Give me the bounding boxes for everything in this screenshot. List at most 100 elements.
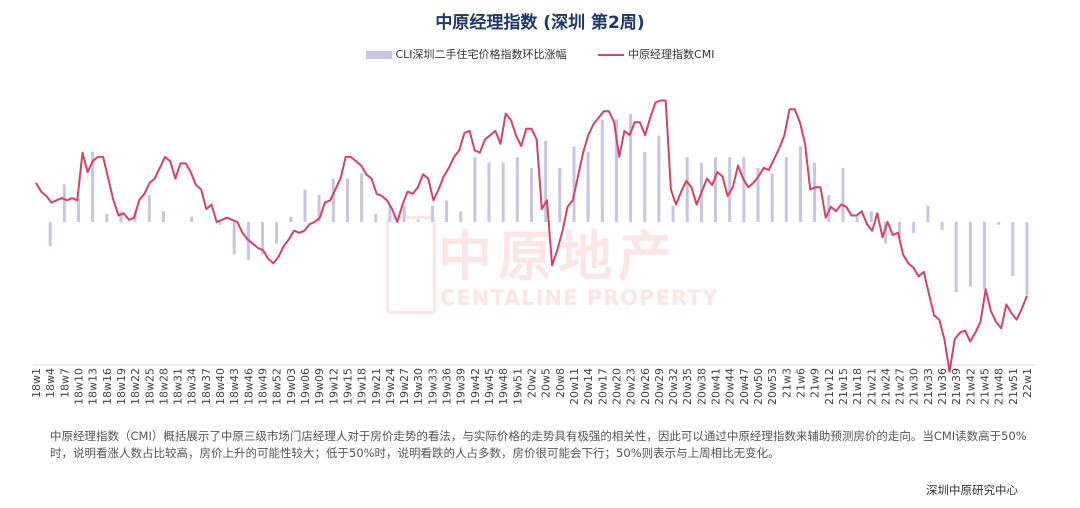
tick-label-19w15: 19w15 — [342, 368, 355, 405]
tick-label-20w23: 20w23 — [625, 368, 638, 405]
bar-20w41 — [714, 157, 717, 222]
tick-label-19w33: 19w33 — [426, 368, 439, 405]
tick-label-19w18: 19w18 — [356, 368, 369, 405]
tick-label-20w17: 20w17 — [596, 368, 609, 405]
tick-label-18w7: 18w7 — [58, 368, 71, 398]
tick-label-20w2: 20w2 — [526, 368, 539, 398]
tick-label-18w13: 18w13 — [87, 368, 100, 405]
tick-label-18w52: 18w52 — [271, 368, 284, 405]
chart-title: 中原经理指数 (深圳 第2周) — [435, 13, 645, 33]
bar-20w50 — [756, 168, 760, 222]
bar-20w26 — [643, 151, 647, 222]
bar-18w19 — [119, 211, 123, 222]
x-axis-tick-labels: 18w1 18w4 18w7 18w10 18w13 18w16 18w19 18w22 18w… — [30, 368, 1034, 405]
bar-20w29 — [657, 135, 661, 222]
tick-label-20w11: 20w11 — [568, 368, 581, 405]
tick-label-19w39: 19w39 — [455, 368, 468, 405]
bar-21w33 — [926, 205, 930, 222]
bar-20w47 — [742, 157, 746, 222]
bar-19w12 — [331, 178, 335, 222]
tick-label-19w03: 19w03 — [285, 368, 298, 405]
bar-20w53 — [770, 173, 774, 222]
bar-18w52 — [275, 222, 279, 244]
legend-item-cmi: 中原经理指数CMI — [598, 46, 714, 62]
tick-label-20w35: 20w35 — [681, 368, 694, 405]
tick-label-18w19: 18w19 — [115, 368, 128, 405]
tick-label-21w9: 21w9 — [809, 368, 822, 398]
tick-label-19w45: 19w45 — [483, 368, 496, 405]
bar-21w27 — [898, 222, 902, 239]
bar-21w18 — [855, 216, 859, 222]
bar-18w40 — [218, 222, 222, 225]
tick-label-18w28: 18w28 — [157, 368, 170, 405]
tick-label-19w24: 19w24 — [384, 368, 397, 405]
tick-label-21w21: 21w21 — [865, 368, 878, 405]
chart-legend: CLI深圳二手住宅价格指数环比涨幅 中原经理指数CMI — [0, 46, 1080, 62]
tick-label-19w12: 19w12 — [327, 368, 340, 405]
chart-source: 深圳中原研究中心 — [926, 483, 1018, 497]
bar-18w7 — [62, 184, 66, 222]
bar-18w25 — [147, 195, 151, 222]
tick-label-20w53: 20w53 — [766, 368, 779, 405]
watermark-logo — [386, 216, 436, 314]
bar-20w17 — [600, 119, 604, 222]
tick-label-21w6: 21w6 — [795, 368, 808, 398]
bar-18w49 — [261, 222, 264, 255]
tick-label-21w48: 21w48 — [993, 368, 1006, 405]
bar-19w18 — [360, 173, 364, 222]
tick-label-18w49: 18w49 — [257, 368, 270, 405]
tick-label-19w51: 19w51 — [511, 368, 524, 405]
bar-21w21 — [869, 211, 873, 222]
tick-label-21w18: 21w18 — [851, 368, 864, 405]
bar-21w9 — [813, 162, 817, 222]
tick-label-21w27: 21w27 — [894, 368, 907, 405]
tick-label-18w37: 18w37 — [200, 368, 213, 405]
tick-label-18w25: 18w25 — [143, 368, 156, 405]
cmi-line — [35, 99, 1028, 373]
tick-label-20w26: 20w26 — [639, 368, 652, 405]
bar-20w5 — [544, 141, 548, 222]
bar-19w30 — [416, 219, 420, 222]
bar-21w39 — [954, 222, 958, 293]
tick-label-18w43: 18w43 — [228, 368, 241, 405]
tick-label-21w33: 21w33 — [922, 368, 935, 405]
bar-21w48 — [997, 222, 1001, 225]
tick-label-20w44: 20w44 — [724, 368, 737, 405]
tick-label-20w8: 20w8 — [554, 368, 567, 398]
bar-21w3 — [784, 157, 788, 222]
bar-21w30 — [912, 222, 916, 233]
tick-label-20w5: 20w5 — [540, 368, 553, 398]
bar-21w12 — [827, 195, 831, 222]
tick-label-21w36: 21w36 — [936, 368, 949, 405]
tick-label-18w46: 18w46 — [242, 368, 255, 405]
bar-19w09 — [317, 195, 321, 222]
bar-20w35 — [685, 157, 689, 222]
tick-label-19w06: 19w06 — [299, 368, 312, 405]
bar-20w8 — [558, 168, 562, 222]
bar-19w39 — [459, 211, 463, 222]
bar-20w20 — [614, 119, 618, 222]
bar-21w24 — [883, 222, 887, 244]
bar-18w34 — [190, 216, 194, 222]
bar-20w23 — [629, 114, 633, 222]
legend-label-cmi: 中原经理指数CMI — [628, 48, 715, 61]
legend-bar-swatch — [365, 51, 392, 59]
bar-18w16 — [105, 213, 109, 222]
tick-label-18w22: 18w22 — [129, 368, 142, 405]
tick-label-20w20: 20w20 — [610, 368, 623, 405]
bar-21w36 — [940, 222, 944, 231]
tick-label-20w29: 20w29 — [653, 368, 666, 405]
bar-19w06 — [303, 189, 307, 222]
tick-label-21w39: 21w39 — [950, 368, 963, 405]
tick-label-19w21: 19w21 — [370, 368, 383, 405]
tick-label-19w36: 19w36 — [441, 368, 454, 405]
tick-label-20w47: 20w47 — [738, 368, 751, 405]
tick-label-20w50: 20w50 — [752, 368, 765, 405]
bar-19w24 — [388, 205, 392, 222]
tick-label-22w1: 22w1 — [1021, 368, 1034, 398]
tick-label-21w12: 21w12 — [823, 368, 836, 405]
bar-19w15 — [346, 178, 349, 222]
watermark-text-en: CENTALINE PROPERTY — [440, 286, 719, 310]
bar-21w45 — [983, 222, 986, 290]
bar-18w43 — [232, 222, 236, 255]
